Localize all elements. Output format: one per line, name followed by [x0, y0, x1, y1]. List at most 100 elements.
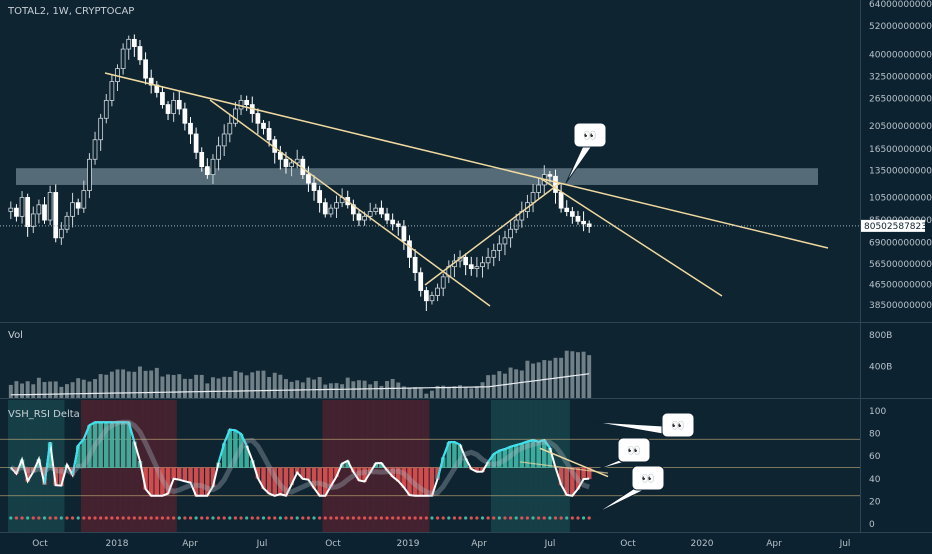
- volume-bar: [368, 384, 372, 398]
- rsi-signal-dot: [503, 516, 506, 519]
- rsi-bg-band: [362, 400, 368, 532]
- rsi-signal-dot: [60, 516, 63, 519]
- rsi-signal-dot: [408, 516, 411, 519]
- rsi-signal-dot: [576, 516, 579, 519]
- candle-body: [363, 216, 367, 220]
- volume-bar: [144, 371, 148, 398]
- rsi-bg-band: [412, 400, 418, 532]
- rsi-signal-dot: [380, 516, 383, 519]
- rsi-line-bull-segment: [527, 440, 533, 441]
- volume-bar: [565, 351, 569, 398]
- candle-body: [43, 205, 47, 220]
- rsi-signal-dot: [301, 516, 304, 519]
- rsi-bg-band: [367, 400, 373, 532]
- rsi-histogram-bar: [306, 468, 310, 481]
- volume-bar: [464, 387, 468, 398]
- rsi-callout-bottom-text: 👀: [641, 472, 655, 485]
- candle-body: [290, 163, 294, 167]
- rsi-signal-dot: [26, 516, 29, 519]
- candle-body: [245, 100, 249, 104]
- volume-bar: [43, 382, 47, 398]
- rsi-signal-dot: [200, 516, 203, 519]
- rsi-bg-band: [384, 400, 390, 532]
- rsi-signal-dot: [256, 516, 259, 519]
- chart-title: TOTAL2, 1W, CRYPTOCAP: [8, 6, 134, 17]
- volume-bar: [503, 374, 507, 398]
- rsi-signal-dot: [284, 516, 287, 519]
- rsi-signal-dot: [279, 516, 282, 519]
- rsi-signal-dot: [127, 516, 130, 519]
- rsi-signal-dot: [498, 516, 501, 519]
- volume-bar: [110, 372, 114, 398]
- rsi-bg-band: [558, 400, 564, 532]
- candle-body: [121, 49, 125, 69]
- candle-body: [475, 267, 479, 269]
- candle-body: [9, 208, 13, 211]
- candle-body: [408, 241, 412, 257]
- volume-bar: [340, 384, 344, 398]
- candle-body: [31, 214, 35, 227]
- rsi-signal-dot: [391, 516, 394, 519]
- rsi-bg-band: [322, 400, 328, 532]
- rsi-bg-band: [143, 400, 149, 532]
- candle-body: [284, 159, 288, 166]
- rsi-signal-dot: [172, 516, 175, 519]
- volume-bar: [385, 381, 389, 398]
- rsi-signal-dot: [82, 516, 85, 519]
- price-axis-tick: 38500000000: [869, 301, 932, 311]
- rsi-signal-dot: [228, 516, 231, 519]
- rsi-signal-dot: [312, 516, 315, 519]
- rsi-callout-top-text: 👀: [671, 419, 685, 432]
- price-axis-tick: 325000000000: [869, 73, 932, 83]
- candle-body: [71, 203, 75, 217]
- rsi-signal-dot: [122, 516, 125, 519]
- rsi-axis-tick: 0: [869, 520, 875, 530]
- rsi-signal-dot: [155, 516, 158, 519]
- rsi-signal-dot: [509, 516, 512, 519]
- rsi-axis-tick: 60: [869, 452, 881, 462]
- volume-bar: [205, 383, 209, 398]
- rsi-signal-dot: [144, 516, 147, 519]
- volume-bar: [228, 377, 232, 398]
- volume-bar: [256, 371, 260, 398]
- volume-bar: [48, 382, 52, 398]
- candle-body: [391, 220, 395, 224]
- volume-bar: [509, 368, 513, 398]
- rsi-signal-dot: [520, 516, 523, 519]
- rsi-signal-dot: [65, 516, 68, 519]
- volume-bar: [239, 372, 243, 398]
- candle-body: [205, 167, 209, 175]
- volume-pane-title: Vol: [8, 330, 23, 341]
- rsi-signal-dot: [492, 516, 495, 519]
- candle-body: [587, 224, 591, 227]
- candle-body: [486, 257, 490, 262]
- rsi-signal-dot: [453, 516, 456, 519]
- rsi-signal-dot: [458, 516, 461, 519]
- rsi-signal-dot: [9, 516, 12, 519]
- time-axis-label: Jul: [839, 539, 851, 549]
- rsi-signal-dot: [251, 516, 254, 519]
- price-axis-tick: 105000000000: [869, 193, 932, 203]
- rsi-signal-dot: [43, 516, 46, 519]
- rsi-signal-dot: [273, 516, 276, 519]
- rsi-signal-dot: [110, 516, 113, 519]
- candle-body: [99, 118, 103, 139]
- volume-bar: [408, 388, 412, 398]
- rsi-signal-dot: [166, 516, 169, 519]
- rsi-signal-dot: [15, 516, 18, 519]
- rsi-line-bull-segment: [230, 430, 236, 431]
- rsi-signal-dot: [307, 516, 310, 519]
- price-axis-tick: 640000000000: [869, 0, 932, 10]
- volume-bar: [200, 375, 204, 398]
- candle-body: [413, 257, 417, 272]
- candle-body: [424, 291, 428, 301]
- rsi-signal-dot: [543, 516, 546, 519]
- time-axis-label: 2018: [106, 539, 129, 549]
- rsi-signal-dot: [138, 516, 141, 519]
- rsi-signal-dot: [341, 516, 344, 519]
- rsi-signal-dot: [397, 516, 400, 519]
- candle-body: [144, 60, 148, 78]
- volume-bar: [284, 379, 288, 398]
- candle-body: [481, 263, 485, 267]
- candle-body: [76, 203, 80, 208]
